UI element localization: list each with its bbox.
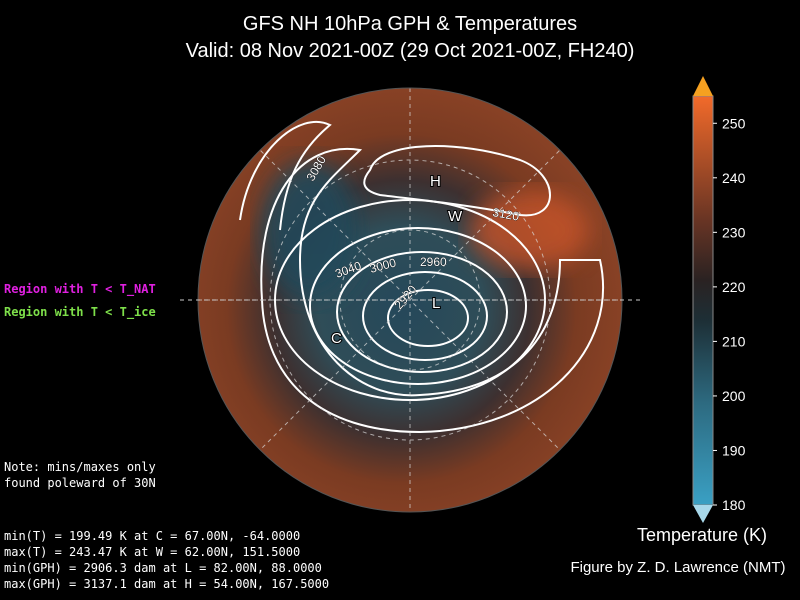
stat-line: max(GPH) = 3137.1 dam at H = 54.00N, 167… — [4, 577, 329, 591]
marker-w: W — [448, 208, 463, 225]
note-line: found poleward of 30N — [4, 476, 156, 490]
map — [198, 88, 622, 512]
colorbar-label: Temperature (K) — [637, 525, 767, 545]
colorbar-tick-label: 200 — [722, 388, 746, 404]
marker-l: L — [432, 295, 440, 312]
marker-h: H — [430, 173, 441, 190]
stat-line: max(T) = 243.47 K at W = 62.00N, 151.500… — [4, 545, 300, 559]
colorbar — [692, 76, 714, 523]
colorbar-tick-label: 220 — [722, 279, 746, 295]
credit: Figure by Z. D. Lawrence (NMT) — [570, 559, 785, 576]
marker-c: C — [331, 330, 342, 347]
title: GFS NH 10hPa GPH & Temperatures — [243, 13, 577, 35]
legend-nat: Region with T < T_NAT — [4, 282, 156, 297]
colorbar-tick-label: 210 — [722, 333, 746, 349]
stat-line: min(T) = 199.49 K at C = 67.00N, -64.000… — [4, 529, 300, 543]
legend-ice: Region with T < T_ice — [4, 305, 156, 320]
subtitle: Valid: 08 Nov 2021-00Z (29 Oct 2021-00Z,… — [186, 40, 635, 62]
stat-line: min(GPH) = 2906.3 dam at L = 82.00N, 88.… — [4, 561, 322, 575]
colorbar-tick-label: 190 — [722, 442, 746, 458]
colorbar-tick-label: 230 — [722, 224, 746, 240]
contour-label: 2960 — [420, 255, 447, 269]
colorbar-tick-label: 240 — [722, 170, 746, 186]
note-line: Note: mins/maxes only — [4, 460, 156, 474]
colorbar-tick-label: 180 — [722, 497, 746, 513]
contour-label: 3120 — [491, 205, 520, 223]
colorbar-tick-label: 250 — [722, 115, 746, 131]
